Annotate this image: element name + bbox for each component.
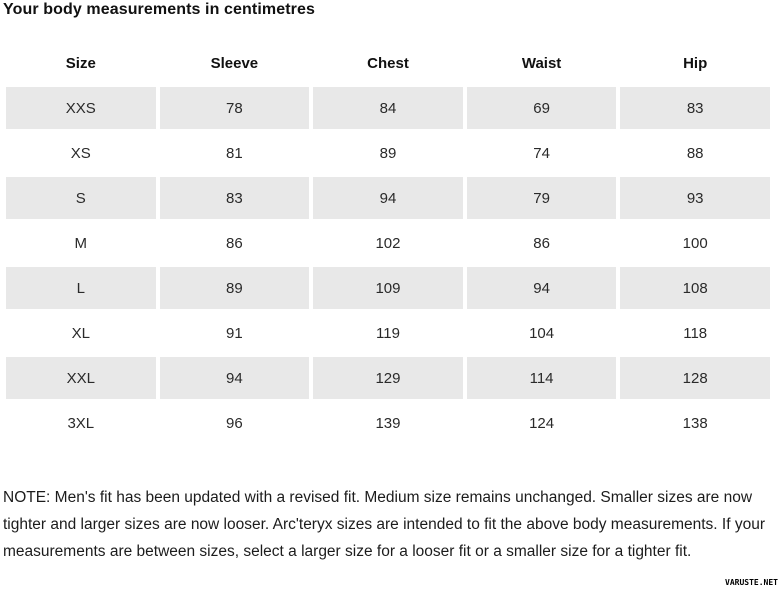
table-cell: 114	[466, 357, 617, 402]
table-cell: 129	[313, 357, 463, 402]
table-row-xs: XS 81 89 74 88	[6, 132, 770, 177]
table-cell: 83	[620, 87, 770, 132]
table-cell: 102	[313, 222, 463, 267]
table-header-row: Size Sleeve Chest Waist Hip	[6, 40, 770, 87]
table-cell: 84	[313, 87, 463, 132]
table-cell: 79	[466, 177, 617, 222]
column-header-waist: Waist	[521, 55, 562, 72]
table-cell: 69	[466, 87, 617, 132]
table-cell: 104	[466, 312, 617, 357]
table-row-xxl: XXL 94 129 114 128	[6, 357, 770, 402]
fit-note: NOTE: Men's fit has been updated with a …	[3, 489, 765, 560]
table-cell: 94	[466, 267, 617, 312]
size-cell: 3XL	[6, 402, 156, 447]
table-cell: 109	[313, 267, 463, 312]
table-cell: 139	[313, 402, 463, 447]
table-row-3xl: 3XL 96 139 124 138	[6, 402, 770, 447]
table-cell: 124	[466, 402, 617, 447]
table-cell: 94	[313, 177, 463, 222]
table-row-l: L 89 109 94 108	[6, 267, 770, 312]
table-cell: 89	[159, 267, 310, 312]
table-cell: 81	[159, 132, 310, 177]
table-cell: 128	[620, 357, 770, 402]
size-cell: XL	[6, 312, 156, 357]
column-header-chest: Chest	[367, 55, 409, 72]
table-cell: 78	[159, 87, 310, 132]
table-cell: 108	[620, 267, 770, 312]
table-row-xl: XL 91 119 104 118	[6, 312, 770, 357]
size-cell: S	[6, 177, 156, 222]
table-cell: 86	[159, 222, 310, 267]
table-row-s: S 83 94 79 93	[6, 177, 770, 222]
size-cell: XS	[6, 132, 156, 177]
table-row-xxs: XXS 78 84 69 83	[6, 87, 770, 132]
column-header-sleeve: Sleeve	[210, 55, 259, 72]
column-header-size: Size	[65, 55, 96, 72]
table-cell: 74	[466, 132, 617, 177]
size-cell: L	[6, 267, 156, 312]
table-cell: 94	[159, 357, 310, 402]
size-cell: XXL	[6, 357, 156, 402]
page-title: Your body measurements in centimetres	[3, 1, 315, 18]
table-cell: 91	[159, 312, 310, 357]
table-cell: 93	[620, 177, 770, 222]
table-cell: 138	[620, 402, 770, 447]
size-cell: XXS	[6, 87, 156, 132]
table-cell: 96	[159, 402, 310, 447]
table-cell: 118	[620, 312, 770, 357]
column-header-hip: Hip	[683, 55, 708, 72]
table-cell: 83	[159, 177, 310, 222]
table-cell: 100	[620, 222, 770, 267]
table-cell: 86	[466, 222, 617, 267]
table-cell: 88	[620, 132, 770, 177]
table-cell: 119	[313, 312, 463, 357]
table-cell: 89	[313, 132, 463, 177]
size-cell: M	[6, 222, 156, 267]
watermark-varuste-net: VARUSTE.NET	[725, 578, 778, 587]
table-row-m: M 86 102 86 100	[6, 222, 770, 267]
size-table: Size Sleeve Chest Waist Hip XXS 78 84 69…	[2, 40, 774, 447]
